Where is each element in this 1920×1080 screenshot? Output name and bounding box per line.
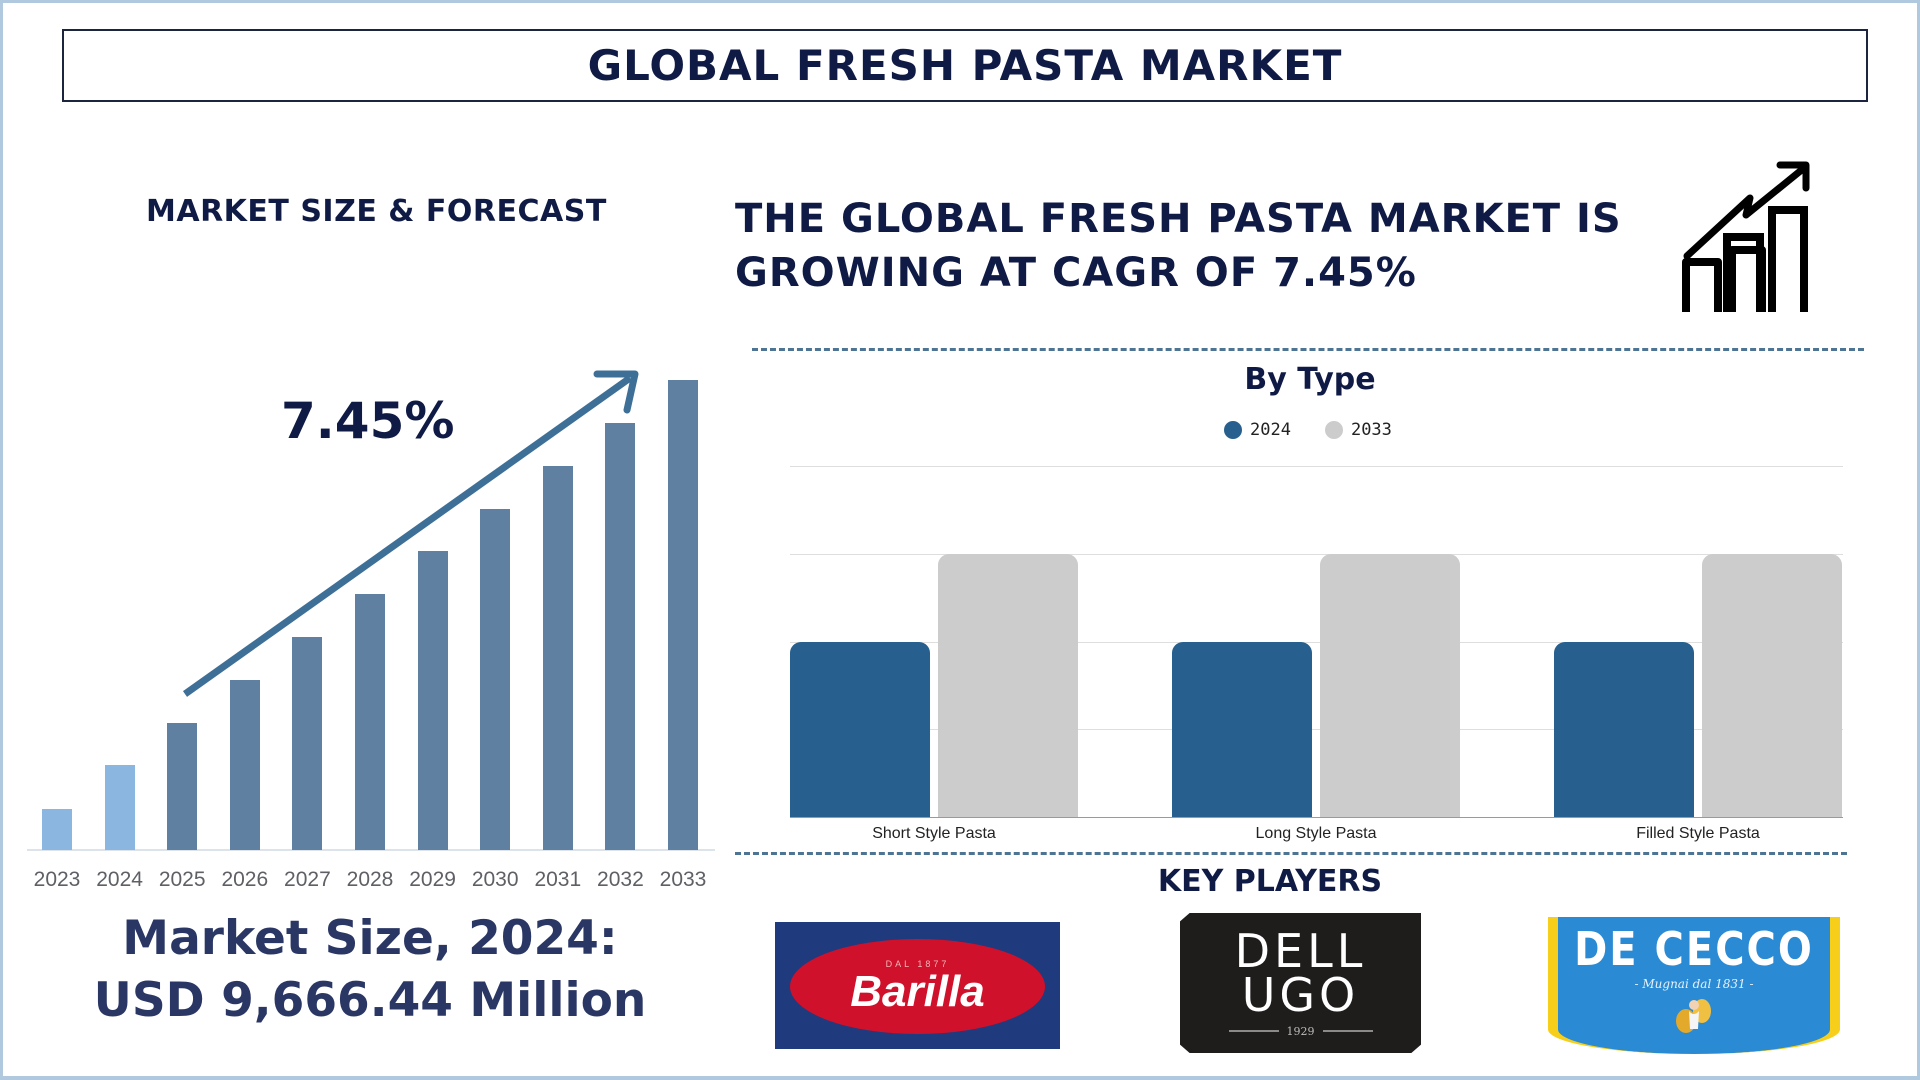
x-axis-label: 2030 (471, 868, 519, 891)
market-size-label: Market Size, 2024: (122, 911, 618, 966)
divider (1322, 1030, 1373, 1032)
category-label: Filled Style Pasta (1636, 825, 1760, 842)
x-axis-label: 2025 (158, 868, 206, 891)
dececco-wordmark: DE CECCO (1574, 923, 1814, 977)
category-label: Long Style Pasta (1255, 825, 1377, 842)
section-divider (752, 348, 1864, 351)
forecast-bar-2025 (167, 723, 198, 850)
by-type-chart-title: By Type (1244, 362, 1376, 397)
market-size-value: USD 9,666.44 Million (93, 973, 647, 1028)
forecast-bar-2029 (417, 551, 448, 850)
x-axis-label: 2027 (284, 868, 331, 891)
gridline (790, 641, 1843, 643)
dellugo-year: 1929 (1228, 1024, 1373, 1038)
legend-label: 2033 (1350, 420, 1392, 440)
x-axis-label: 2031 (534, 868, 582, 891)
barilla-wordmark: Barilla (850, 966, 985, 1016)
cagr-annotation: 7.45% (281, 392, 455, 450)
gridline (790, 817, 1843, 818)
forecast-bar-2032 (605, 423, 636, 850)
forecast-bar-2027 (292, 637, 323, 850)
legend-item-2024[interactable]: 2024 (1224, 420, 1291, 440)
x-axis-label: 2032 (597, 868, 644, 891)
barilla-tagline: DAL 1877 (885, 958, 950, 969)
bar-long-style-pasta-2033[interactable] (1320, 553, 1460, 817)
category-label: Short Style Pasta (872, 825, 996, 842)
dellugo-wordmark-line2: UGO (1241, 967, 1360, 1022)
x-axis-label: 2023 (33, 868, 81, 891)
x-axis-label: 2024 (96, 868, 143, 891)
x-axis-label: 2026 (221, 868, 269, 891)
wheat-maiden-icon (1676, 999, 1711, 1033)
dececco-logo: DE CECCO - Mugnai dal 1831 - (1548, 917, 1840, 1054)
legend-item-2033[interactable]: 2033 (1324, 420, 1392, 440)
chart-baseline (27, 849, 715, 851)
key-players-heading: KEY PLAYERS (1157, 864, 1383, 899)
bar-short-style-pasta-2024[interactable] (790, 641, 930, 817)
by-type-chart-plot (790, 466, 1843, 818)
forecast-bar-2024 (104, 765, 135, 850)
bar-short-style-pasta-2033[interactable] (938, 553, 1078, 817)
barilla-logo: DAL 1877 Barilla (775, 922, 1060, 1049)
forecast-bar-2028 (355, 594, 385, 850)
market-forecast-chart: 7.45% 2023 2024 2025 2026 2027 2028 2029 2030 20… (25, 360, 715, 900)
dececco-tagline: - Mugnai dal 1831 - (1634, 977, 1754, 991)
cagr-headline: THE GLOBAL FRESH PASTA MARKET IS GROWING… (735, 192, 1622, 300)
headline-line-2: GROWING AT CAGR OF 7.45% (735, 250, 1417, 296)
x-axis-label: 2029 (409, 868, 456, 891)
growth-chart-icon (1682, 161, 1810, 312)
headline-line-1: THE GLOBAL FRESH PASTA MARKET IS (735, 196, 1622, 242)
forecast-bar-2023 (42, 809, 72, 850)
legend-dot-icon (1324, 421, 1343, 439)
forecast-bar-2033 (668, 380, 698, 850)
legend-label: 2024 (1250, 420, 1291, 440)
bar-filled-style-pasta-2033[interactable] (1702, 553, 1842, 817)
title-banner: GLOBAL FRESH PASTA MARKET (62, 29, 1868, 102)
bar-long-style-pasta-2024[interactable] (1172, 641, 1312, 817)
chart-legend: 2024 2033 (1224, 420, 1414, 440)
market-size-forecast-heading: MARKET SIZE & FORECAST (146, 194, 607, 229)
forecast-bar-2026 (229, 680, 260, 850)
forecast-bar-2031 (542, 466, 573, 850)
gridline (790, 466, 1843, 467)
divider (1228, 1030, 1279, 1032)
gridline (790, 553, 1843, 555)
bar-filled-style-pasta-2024[interactable] (1554, 641, 1694, 817)
page-title: GLOBAL FRESH PASTA MARKET (587, 41, 1343, 90)
x-axis-label: 2033 (659, 868, 707, 891)
dellugo-wordmark-line1: DELL (1234, 923, 1367, 978)
forecast-bar-2030 (480, 509, 511, 850)
gridline (790, 729, 1843, 731)
legend-dot-icon (1224, 421, 1242, 439)
growth-arrow-icon (182, 370, 639, 697)
x-axis-label: 2028 (346, 868, 394, 891)
dellugo-logo: DELL UGO 1929 (1180, 913, 1421, 1053)
barilla-oval: DAL 1877 Barilla (790, 939, 1045, 1034)
section-divider (735, 852, 1847, 855)
dellugo-year-text: 1929 (1286, 1024, 1315, 1038)
market-size-summary: Market Size, 2024: USD 9,666.44 Million (0, 908, 740, 1032)
